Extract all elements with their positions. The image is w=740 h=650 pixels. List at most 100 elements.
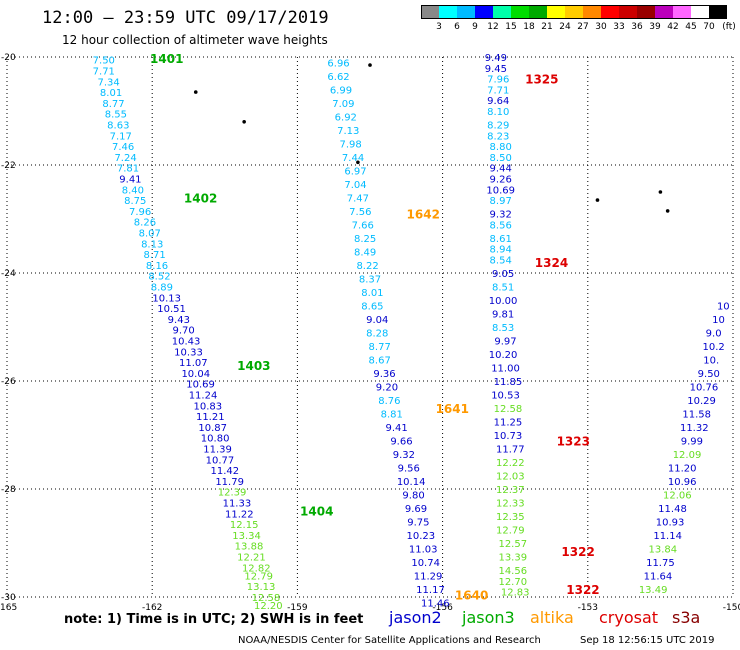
island-marker [242,120,246,124]
swh-value: 8.94 [490,245,512,256]
pass-id-label: 1325 [525,73,558,87]
swh-value: 9.32 [490,210,512,221]
swh-value: 7.44 [342,153,364,164]
swh-value: 7.24 [114,153,136,164]
swh-value: 11.20 [668,463,697,474]
map-title: 12:00 – 23:59 UTC 09/17/2019 [42,8,329,28]
color-scale-unit: (ft) [722,22,736,32]
lat-tick-label: -28 [1,485,16,495]
swh-value: 10.80 [201,434,230,445]
color-scale-swatch [619,5,637,19]
swh-value: 12.83 [501,588,530,599]
swh-value: 10.87 [198,423,227,434]
color-scale-swatch [547,5,565,19]
swh-value: 9.44 [490,164,512,175]
color-scale-swatch [583,5,601,19]
swh-value: 12.79 [244,571,273,582]
swh-value: 6.99 [330,85,352,96]
track-1324: 8.948.54 9.05 8.51 10.00 9.81 8.53 9.97 10.20 11… [489,245,568,456]
swh-value: 11.17 [416,585,445,596]
pass-id-label: 1401 [150,52,183,66]
swh-value: 10.2 [703,342,725,353]
swh-value: 7.56 [349,207,371,218]
swh-value: 8.25 [354,234,376,245]
lon-tick-label: -162 [142,603,162,613]
swh-value: 12.09 [673,450,702,461]
pass-id-label: 1403 [237,359,270,373]
swh-value: 8.71 [143,250,165,261]
swh-value: 7.96 [129,207,151,218]
swh-value: 8.76 [378,396,400,407]
map-subtitle: 12 hour collection of altimeter wave hei… [62,33,328,47]
track-1402: 9.418.408.757.968.268.078.138.718.168.52… [119,175,217,359]
swh-value: 10.20 [489,350,518,361]
axis-labels: -20 -22 -24 -26 -28 -30-165 -162 -159 -156 -153 -1… [0,53,740,613]
swh-value: 9.50 [698,369,720,380]
swh-value: 7.04 [344,180,366,191]
track-1323: 12.22 12.03 12.37 12.33 12.35 12.79 12.57 13.39… [496,434,590,598]
swh-value: 12.21 [237,553,266,564]
pass-id-label: 1402 [184,191,217,205]
swh-value: 11.00 [491,364,520,375]
swh-value: 11.14 [653,531,682,542]
swh-value: 12.79 [496,526,525,537]
pass-id-label: 1323 [557,434,590,448]
swh-value: 12.03 [496,472,525,483]
swh-value: 7.98 [340,139,362,150]
island-marker [193,90,198,94]
swh-value: 9.04 [366,315,388,326]
swh-value: 12.82 [242,563,271,574]
swh-value: 12.39 [218,488,247,499]
swh-value: 13.84 [648,544,677,555]
swh-value: 10.73 [494,431,523,442]
color-scale-swatch [511,5,529,19]
swh-value: 9.20 [376,382,398,393]
swh-value: 11.48 [658,504,687,515]
color-scale-label: 18 [523,22,535,32]
swh-value: 7.66 [352,220,374,231]
color-scale-label: 6 [454,22,460,32]
swh-value: 7.71 [487,85,509,96]
swh-value: 6.92 [335,112,357,123]
color-scale-label: 12 [487,22,499,32]
swh-value: 10. [703,355,719,366]
swh-value: 8.97 [490,196,512,207]
track-1401: 7.507.717.348.018.778.558.637.177.467.24… [93,52,184,175]
swh-value: 12.15 [230,520,259,531]
swh-value: 8.75 [124,196,146,207]
swh-value: 8.63 [107,121,129,132]
color-scale-label: 30 [595,22,607,32]
swh-value: 8.49 [354,247,376,258]
island-marker [368,63,372,67]
swh-value: 11.64 [644,571,673,582]
swh-value: 10.53 [491,391,520,402]
swh-value: 9.41 [119,175,141,186]
color-scale-label: 21 [541,22,553,32]
swh-value: 10.83 [194,401,223,412]
swh-value: 11.75 [646,558,675,569]
color-scale-swatch [691,5,709,19]
swh-value: 8.22 [356,261,378,272]
swh-value: 8.23 [487,131,509,142]
swh-value: 9.56 [398,463,420,474]
swh-value: 10.23 [406,531,435,542]
track-1640: 1640 [455,588,488,602]
swh-value: 7.81 [117,164,139,175]
color-scale-label: 9 [472,22,478,32]
pass-id-label: 1324 [535,256,568,270]
swh-value: 8.80 [490,142,512,153]
lat-tick-label: -26 [1,377,16,387]
swh-value: 12.37 [496,485,525,496]
swh-value: 8.61 [490,234,512,245]
swh-value: 9.05 [492,269,514,280]
swh-value: 13.13 [247,582,276,593]
color-scale-label: 39 [649,22,661,32]
swh-value: 8.67 [369,355,391,366]
swh-value: 8.16 [146,261,168,272]
swh-value: 8.81 [381,409,403,420]
track-1403: 11.0710.0410.6911.2410.8311.2110.8710.80… [179,358,271,520]
swh-value: 8.56 [490,220,512,231]
swh-value: 8.01 [100,88,122,99]
island-marker [595,198,600,202]
